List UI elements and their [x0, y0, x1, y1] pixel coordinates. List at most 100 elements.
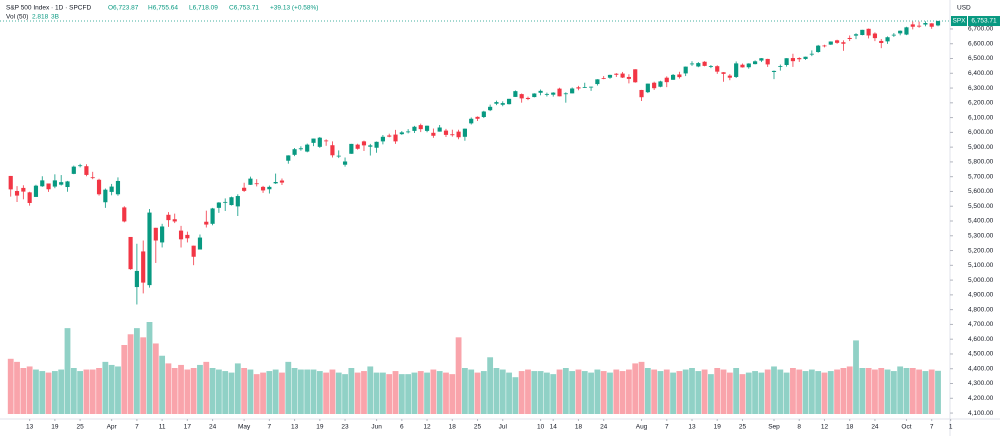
volume-bar: [310, 369, 317, 414]
volume-bar: [146, 322, 153, 414]
y-tick-label: 5,200.00: [968, 247, 994, 254]
candle-body: [71, 166, 76, 174]
volume-bar: [33, 369, 39, 414]
volume-bar: [102, 361, 109, 414]
candle-body: [279, 180, 285, 183]
volume-bar: [209, 368, 216, 414]
volume-bar: [487, 357, 494, 414]
y-tick-label: 6,000.00: [968, 129, 994, 136]
volume-bar: [7, 358, 14, 414]
volume-bar: [348, 368, 355, 414]
volume-bar: [96, 368, 102, 414]
volume-bar: [796, 369, 803, 414]
volume-bar: [493, 368, 500, 414]
candle-body: [582, 87, 587, 88]
candle-body: [929, 23, 934, 27]
volume-bar: [512, 377, 519, 414]
candle-body: [481, 111, 486, 118]
volume-bar: [89, 369, 96, 414]
volume-bar: [525, 369, 531, 414]
candle-body: [740, 64, 745, 68]
open-label: O6,723.87: [108, 5, 139, 12]
volume-bar: [909, 368, 916, 414]
volume-ma: 3B: [51, 14, 59, 21]
candle-body: [115, 180, 121, 195]
volume-bar: [928, 369, 935, 414]
x-tick-label: 24: [600, 424, 608, 431]
candle-body: [342, 161, 348, 165]
candle-body: [645, 83, 650, 93]
x-tick-label: 18: [575, 424, 583, 431]
change-label: +39.13 (+0.58%): [270, 5, 318, 12]
y-tick-label: 6,700.00: [968, 26, 994, 33]
volume-bar: [676, 371, 683, 414]
candle-body: [860, 29, 865, 36]
candle-body: [639, 89, 644, 98]
candle-body: [223, 201, 228, 203]
x-tick-label: 7: [135, 424, 139, 431]
volume-bar: [708, 374, 714, 414]
volume-bar: [834, 369, 840, 414]
volume-bar: [380, 372, 386, 414]
volume-bar: [228, 372, 235, 414]
candle-body: [872, 33, 878, 39]
candle-body: [387, 135, 392, 137]
y-tick-label: 4,500.00: [968, 351, 994, 358]
candle-body: [752, 61, 758, 65]
candle-body: [588, 86, 594, 88]
volume-bar: [449, 374, 456, 414]
candle-body: [380, 136, 385, 142]
volume-bar: [392, 371, 399, 414]
y-tick-label: 6,500.00: [968, 55, 994, 62]
x-tick-label: 19: [714, 424, 722, 431]
volume-bar: [436, 371, 443, 414]
volume-bar: [171, 368, 178, 414]
candle-body: [670, 74, 676, 80]
volume-bar: [619, 371, 626, 414]
y-tick-label: 4,200.00: [968, 395, 994, 402]
volume-bar: [499, 369, 506, 414]
volume-bar: [285, 361, 292, 414]
volume-bar: [537, 371, 544, 414]
volume-bar: [14, 361, 20, 414]
candle-body: [21, 187, 26, 192]
candle-body: [488, 106, 493, 111]
candle-body: [160, 226, 165, 243]
volume-bar: [613, 369, 620, 414]
candle-body: [8, 175, 13, 190]
volume-bar: [802, 371, 809, 414]
candle-body: [620, 73, 625, 78]
volume-bar: [215, 369, 222, 414]
candle-body: [197, 237, 203, 250]
volume-bar: [878, 368, 885, 414]
candle-body: [147, 212, 152, 286]
volume-bar: [77, 371, 84, 414]
candle-body: [607, 74, 613, 78]
last-price-label: 6,753.71: [971, 18, 997, 25]
candle-body: [696, 63, 701, 67]
y-tick-label: 5,300.00: [968, 232, 994, 239]
candle-body: [292, 149, 297, 155]
x-tick-label: 12: [423, 424, 431, 431]
candle-body: [59, 182, 64, 185]
y-tick-label: 4,900.00: [968, 292, 994, 299]
y-tick-label: 5,100.00: [968, 262, 994, 269]
y-tick-label: 4,300.00: [968, 380, 994, 387]
price-badge: [968, 16, 1000, 27]
candle-body: [519, 94, 524, 99]
volume-bar: [39, 371, 46, 414]
candle-body: [866, 28, 871, 36]
candle-body: [891, 34, 896, 36]
candle-body: [311, 138, 316, 143]
volume-bar: [222, 371, 229, 414]
volume-bar: [872, 369, 878, 414]
close-label: C6,753.71: [229, 5, 259, 12]
candle-body: [557, 88, 562, 97]
candle-body: [683, 66, 688, 74]
x-tick-label: 25: [739, 424, 747, 431]
candle-body: [822, 45, 827, 47]
volume-bar: [884, 369, 891, 414]
candle-body: [771, 70, 777, 72]
candle-body: [816, 45, 821, 53]
